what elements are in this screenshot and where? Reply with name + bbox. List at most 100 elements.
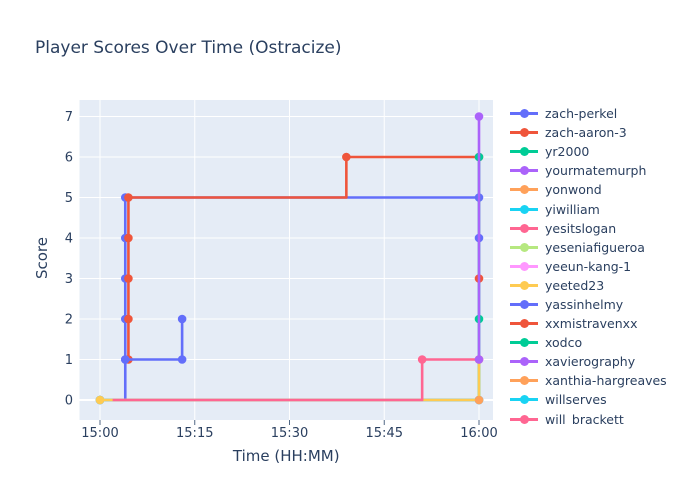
legend-dot [520,299,529,309]
legend-label: yiwilliam [545,201,600,217]
y-tick-label: 3 [65,272,73,287]
legend-line-marker-icon [510,395,538,405]
legend-dot [520,319,529,329]
legend-dot [520,185,529,195]
x-tick-label: 16:00 [460,426,497,441]
series-marker-xavierography[interactable] [474,112,484,121]
legend-label: xodco [545,335,583,351]
legend-label: yr2000 [545,144,590,160]
legend-item-yassinhelmy[interactable]: yassinhelmy [510,295,696,314]
y-tick-label: 4 [65,232,73,247]
chart-title: Player Scores Over Time (Ostracize) [35,38,342,58]
legend-dot [520,147,529,157]
legend-label: zach-perkel [545,106,618,122]
legend-dot [520,414,529,424]
legend-item-xanthia-hargreaves[interactable]: xanthia-hargreaves [510,371,696,390]
legend-item-yonwond[interactable]: yonwond [510,180,696,199]
series-marker-zach-aaron-3[interactable] [124,233,133,243]
legend-line-marker-icon [510,299,538,309]
legend-dot [520,395,529,405]
legend-line-marker-icon [510,204,538,214]
legend-dot [520,376,529,386]
legend-label: xxmistravenxx [545,316,638,332]
x-tick-label: 15:00 [81,426,118,441]
series-marker-yassinhelmy[interactable] [120,355,130,364]
legend-line-marker-icon [510,242,538,252]
y-axis-title: Score [33,237,51,279]
legend-dot [520,166,529,176]
legend-item-xavierography[interactable]: xavierography [510,352,696,371]
legend-dot [520,204,529,214]
legend-line-marker-icon [510,147,538,157]
legend-label: zach-aaron-3 [545,125,627,141]
legend-line-marker-icon [510,338,538,348]
legend-label: xanthia-hargreaves [545,373,667,389]
legend-item-xodco[interactable]: xodco [510,333,696,352]
legend-item-xxmistravenxx[interactable]: xxmistravenxx [510,314,696,333]
legend-line-marker-icon [510,357,538,367]
legend-label: yonwond [545,182,602,198]
legend-item-zach-perkel[interactable]: zach-perkel [510,104,696,123]
legend-dot [520,357,529,367]
legend-dot [520,280,529,290]
series-marker-yeeted23[interactable] [95,395,105,405]
legend-item-yiwilliam[interactable]: yiwilliam [510,199,696,218]
series-marker-zach-aaron-3[interactable] [124,274,133,283]
series-marker-yassinhelmy[interactable] [177,314,187,324]
series-marker-xavierography[interactable] [474,355,484,364]
series-line-will_brackett[interactable] [112,359,424,402]
legend-label: yesitslogan [545,220,617,236]
x-tick-label: 15:45 [366,426,403,441]
plot-background[interactable] [79,100,494,420]
legend-line-marker-icon [510,166,538,176]
legend-dot [520,223,529,233]
legend-line-marker-icon [510,261,538,271]
legend-line-marker-icon [510,128,538,138]
legend-item-yourmatemurph[interactable]: yourmatemurph [510,161,696,180]
series-line-zach-perkel[interactable] [100,196,479,402]
legend-line-marker-icon [510,376,538,386]
series-line-zach-aaron-3[interactable] [127,155,479,360]
series-marker-zach-aaron-3[interactable] [124,193,133,202]
y-tick-label: 1 [65,353,73,368]
legend-dot [520,128,529,138]
legend-line-marker-icon [510,280,538,290]
series-marker-xanthia-hargreaves[interactable] [474,395,484,405]
legend-item-will_brackett[interactable]: will_brackett [510,410,696,425]
legend-dot [520,242,529,252]
y-tick-label: 6 [65,151,73,166]
legend-item-zach-aaron-3[interactable]: zach-aaron-3 [510,123,696,142]
legend-item-yeeun-kang-1[interactable]: yeeun-kang-1 [510,257,696,276]
series-marker-zach-aaron-3[interactable] [124,314,133,324]
legend-item-yr2000[interactable]: yr2000 [510,142,696,161]
legend-item-yesitslogan[interactable]: yesitslogan [510,219,696,238]
y-tick-label: 5 [65,191,73,206]
legend-item-yeeted23[interactable]: yeeted23 [510,276,696,295]
y-tick-label: 7 [65,110,73,125]
legend-item-yeseniafigueroa[interactable]: yeseniafigueroa [510,238,696,257]
series-marker-yesitslogan[interactable] [417,355,427,364]
legend-label: yeeun-kang-1 [545,258,632,274]
y-tick-label: 2 [65,313,73,328]
legend-dot [520,261,529,271]
legend-label: yeeted23 [545,277,605,293]
legend-dot [520,338,529,348]
legend-line-marker-icon [510,185,538,195]
legend-dot [520,109,529,119]
legend-label: willserves [545,392,607,408]
legend-item-willserves[interactable]: willserves [510,390,696,409]
series-marker-zach-aaron-3[interactable] [342,152,351,162]
legend: zach-perkel zach-aaron-3 yr2000 yourmatemur… [510,104,696,425]
legend-line-marker-icon [510,223,538,233]
legend-label: yassinhelmy [545,296,624,312]
y-tick-label: 0 [65,394,73,409]
legend-line-marker-icon [510,414,538,424]
series-marker-yassinhelmy[interactable] [177,355,187,364]
legend-label: will_brackett [545,411,624,425]
legend-label: yourmatemurph [545,163,647,179]
x-tick-label: 15:30 [271,426,308,441]
legend-line-marker-icon [510,109,538,119]
x-tick-label: 15:15 [176,426,213,441]
